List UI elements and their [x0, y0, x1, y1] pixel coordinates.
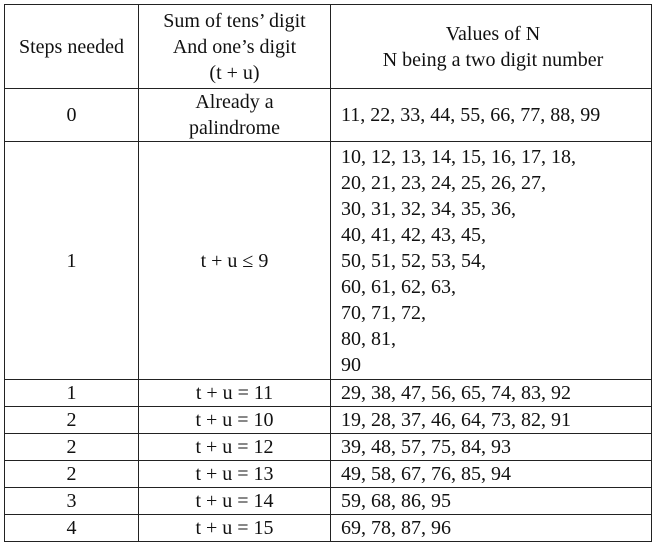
table-cell: t + u = 14 — [138, 487, 331, 515]
cell-text: t + u = 10 — [195, 409, 274, 431]
cell-text: 70, 71, 72, — [341, 301, 426, 324]
table-cell: 4 — [4, 514, 139, 542]
cell-text: 69, 78, 87, 96 — [341, 517, 451, 539]
header-row: Steps needed Sum of tens’ digit And one’s … — [4, 4, 652, 89]
page: Steps needed Sum of tens’ digit And one’s … — [4, 4, 652, 542]
cell-text: 4 — [66, 517, 77, 539]
table-cell: 29, 38, 47, 56, 65, 74, 83, 92 — [330, 379, 652, 407]
cell-text: 10, 12, 13, 14, 15, 16, 17, 18, — [341, 145, 576, 168]
cell-text: 11, 22, 33, 44, 55, 66, 77, 88, 99 — [341, 104, 601, 126]
table-cell: Already a palindrome — [138, 88, 331, 142]
cell-text: 40, 41, 42, 43, 45, — [341, 223, 486, 246]
table-cell: Steps needed — [4, 4, 139, 89]
table-cell: t + u = 15 — [138, 514, 331, 542]
table-cell: 0 — [4, 88, 139, 142]
table-cell: 3 — [4, 487, 139, 515]
cell-text: t + u = 12 — [195, 436, 274, 458]
table-cell: t + u = 11 — [138, 379, 331, 407]
table-row: 0 Already a palindrome 11, 22, 33, 44, 55, … — [4, 88, 652, 142]
table-row: 2 t + u = 12 39, 48, 57, 75, 84, 93 — [4, 433, 652, 461]
table-row: 4 t + u = 15 69, 78, 87, 96 — [4, 514, 652, 542]
cell-text: t + u = 13 — [195, 463, 274, 485]
table-cell: 2 — [4, 406, 139, 434]
cell-text: palindrome — [188, 117, 281, 139]
cell-text: 30, 31, 32, 34, 35, 36, — [341, 197, 516, 220]
table-cell: 1 — [4, 141, 139, 380]
cell-text: 2 — [66, 409, 77, 431]
table-cell: 19, 28, 37, 46, 64, 73, 82, 91 — [330, 406, 652, 434]
table-cell: Sum of tens’ digit And one’s digit (t + u) — [138, 4, 331, 89]
cell-text: 1 — [66, 249, 77, 272]
table-row: 3 t + u = 14 59, 68, 86, 95 — [4, 487, 652, 515]
table-cell: Values of N N being a two digit number — [330, 4, 652, 89]
table-cell: t + u = 13 — [138, 460, 331, 488]
table-cell: 39, 48, 57, 75, 84, 93 — [330, 433, 652, 461]
cell-text: 59, 68, 86, 95 — [341, 490, 451, 512]
cell-text: 49, 58, 67, 76, 85, 94 — [341, 463, 511, 485]
cell-text: 50, 51, 52, 53, 54, — [341, 249, 486, 272]
cell-text: N being a two digit number — [382, 48, 604, 71]
table-cell: 59, 68, 86, 95 — [330, 487, 652, 515]
cell-text: Steps needed — [19, 35, 124, 58]
cell-text: 20, 21, 23, 24, 25, 26, 27, — [341, 171, 546, 194]
table-cell: 2 — [4, 460, 139, 488]
cell-text: t + u = 11 — [195, 382, 274, 404]
table-cell: 69, 78, 87, 96 — [330, 514, 652, 542]
cell-text: t + u ≤ 9 — [200, 249, 269, 272]
cell-text: t + u = 15 — [195, 517, 274, 539]
table-cell: t + u ≤ 9 — [138, 141, 331, 380]
cell-text: 80, 81, — [341, 327, 396, 350]
table-cell: t + u = 10 — [138, 406, 331, 434]
table-cell: 49, 58, 67, 76, 85, 94 — [330, 460, 652, 488]
table-cell: t + u = 12 — [138, 433, 331, 461]
table-cell: 2 — [4, 433, 139, 461]
cell-text: (t + u) — [209, 61, 260, 84]
cell-text: 0 — [66, 104, 77, 126]
cell-text: And one’s digit — [172, 35, 297, 58]
cell-text: 1 — [66, 382, 77, 404]
table-row: 2 t + u = 13 49, 58, 67, 76, 85, 94 — [4, 460, 652, 488]
cell-text: 19, 28, 37, 46, 64, 73, 82, 91 — [341, 409, 571, 431]
cell-text: Sum of tens’ digit — [163, 9, 306, 32]
table-cell: 11, 22, 33, 44, 55, 66, 77, 88, 99 — [330, 88, 652, 142]
cell-text: 3 — [66, 490, 77, 512]
table-row: 1 t + u ≤ 9 10, 12, 13, 14, 15, 16, 17, 18… — [4, 141, 652, 380]
cell-text: Values of N — [445, 22, 541, 45]
cell-text: 2 — [66, 436, 77, 458]
cell-text: 39, 48, 57, 75, 84, 93 — [341, 436, 511, 458]
table-cell: 10, 12, 13, 14, 15, 16, 17, 18, 20, 21, 2… — [330, 141, 652, 380]
cell-text: 60, 61, 62, 63, — [341, 275, 456, 298]
cell-text: t + u = 14 — [195, 490, 274, 512]
table-row: 1 t + u = 11 29, 38, 47, 56, 65, 74, 83, 9… — [4, 379, 652, 407]
data-table: Steps needed Sum of tens’ digit And one’s … — [4, 4, 652, 542]
cell-text: 2 — [66, 463, 77, 485]
cell-text: 29, 38, 47, 56, 65, 74, 83, 92 — [341, 382, 571, 404]
table-row: 2 t + u = 10 19, 28, 37, 46, 64, 73, 82, 9… — [4, 406, 652, 434]
cell-text: Already a — [195, 91, 274, 113]
table-cell: 1 — [4, 379, 139, 407]
cell-text: 90 — [341, 353, 361, 376]
